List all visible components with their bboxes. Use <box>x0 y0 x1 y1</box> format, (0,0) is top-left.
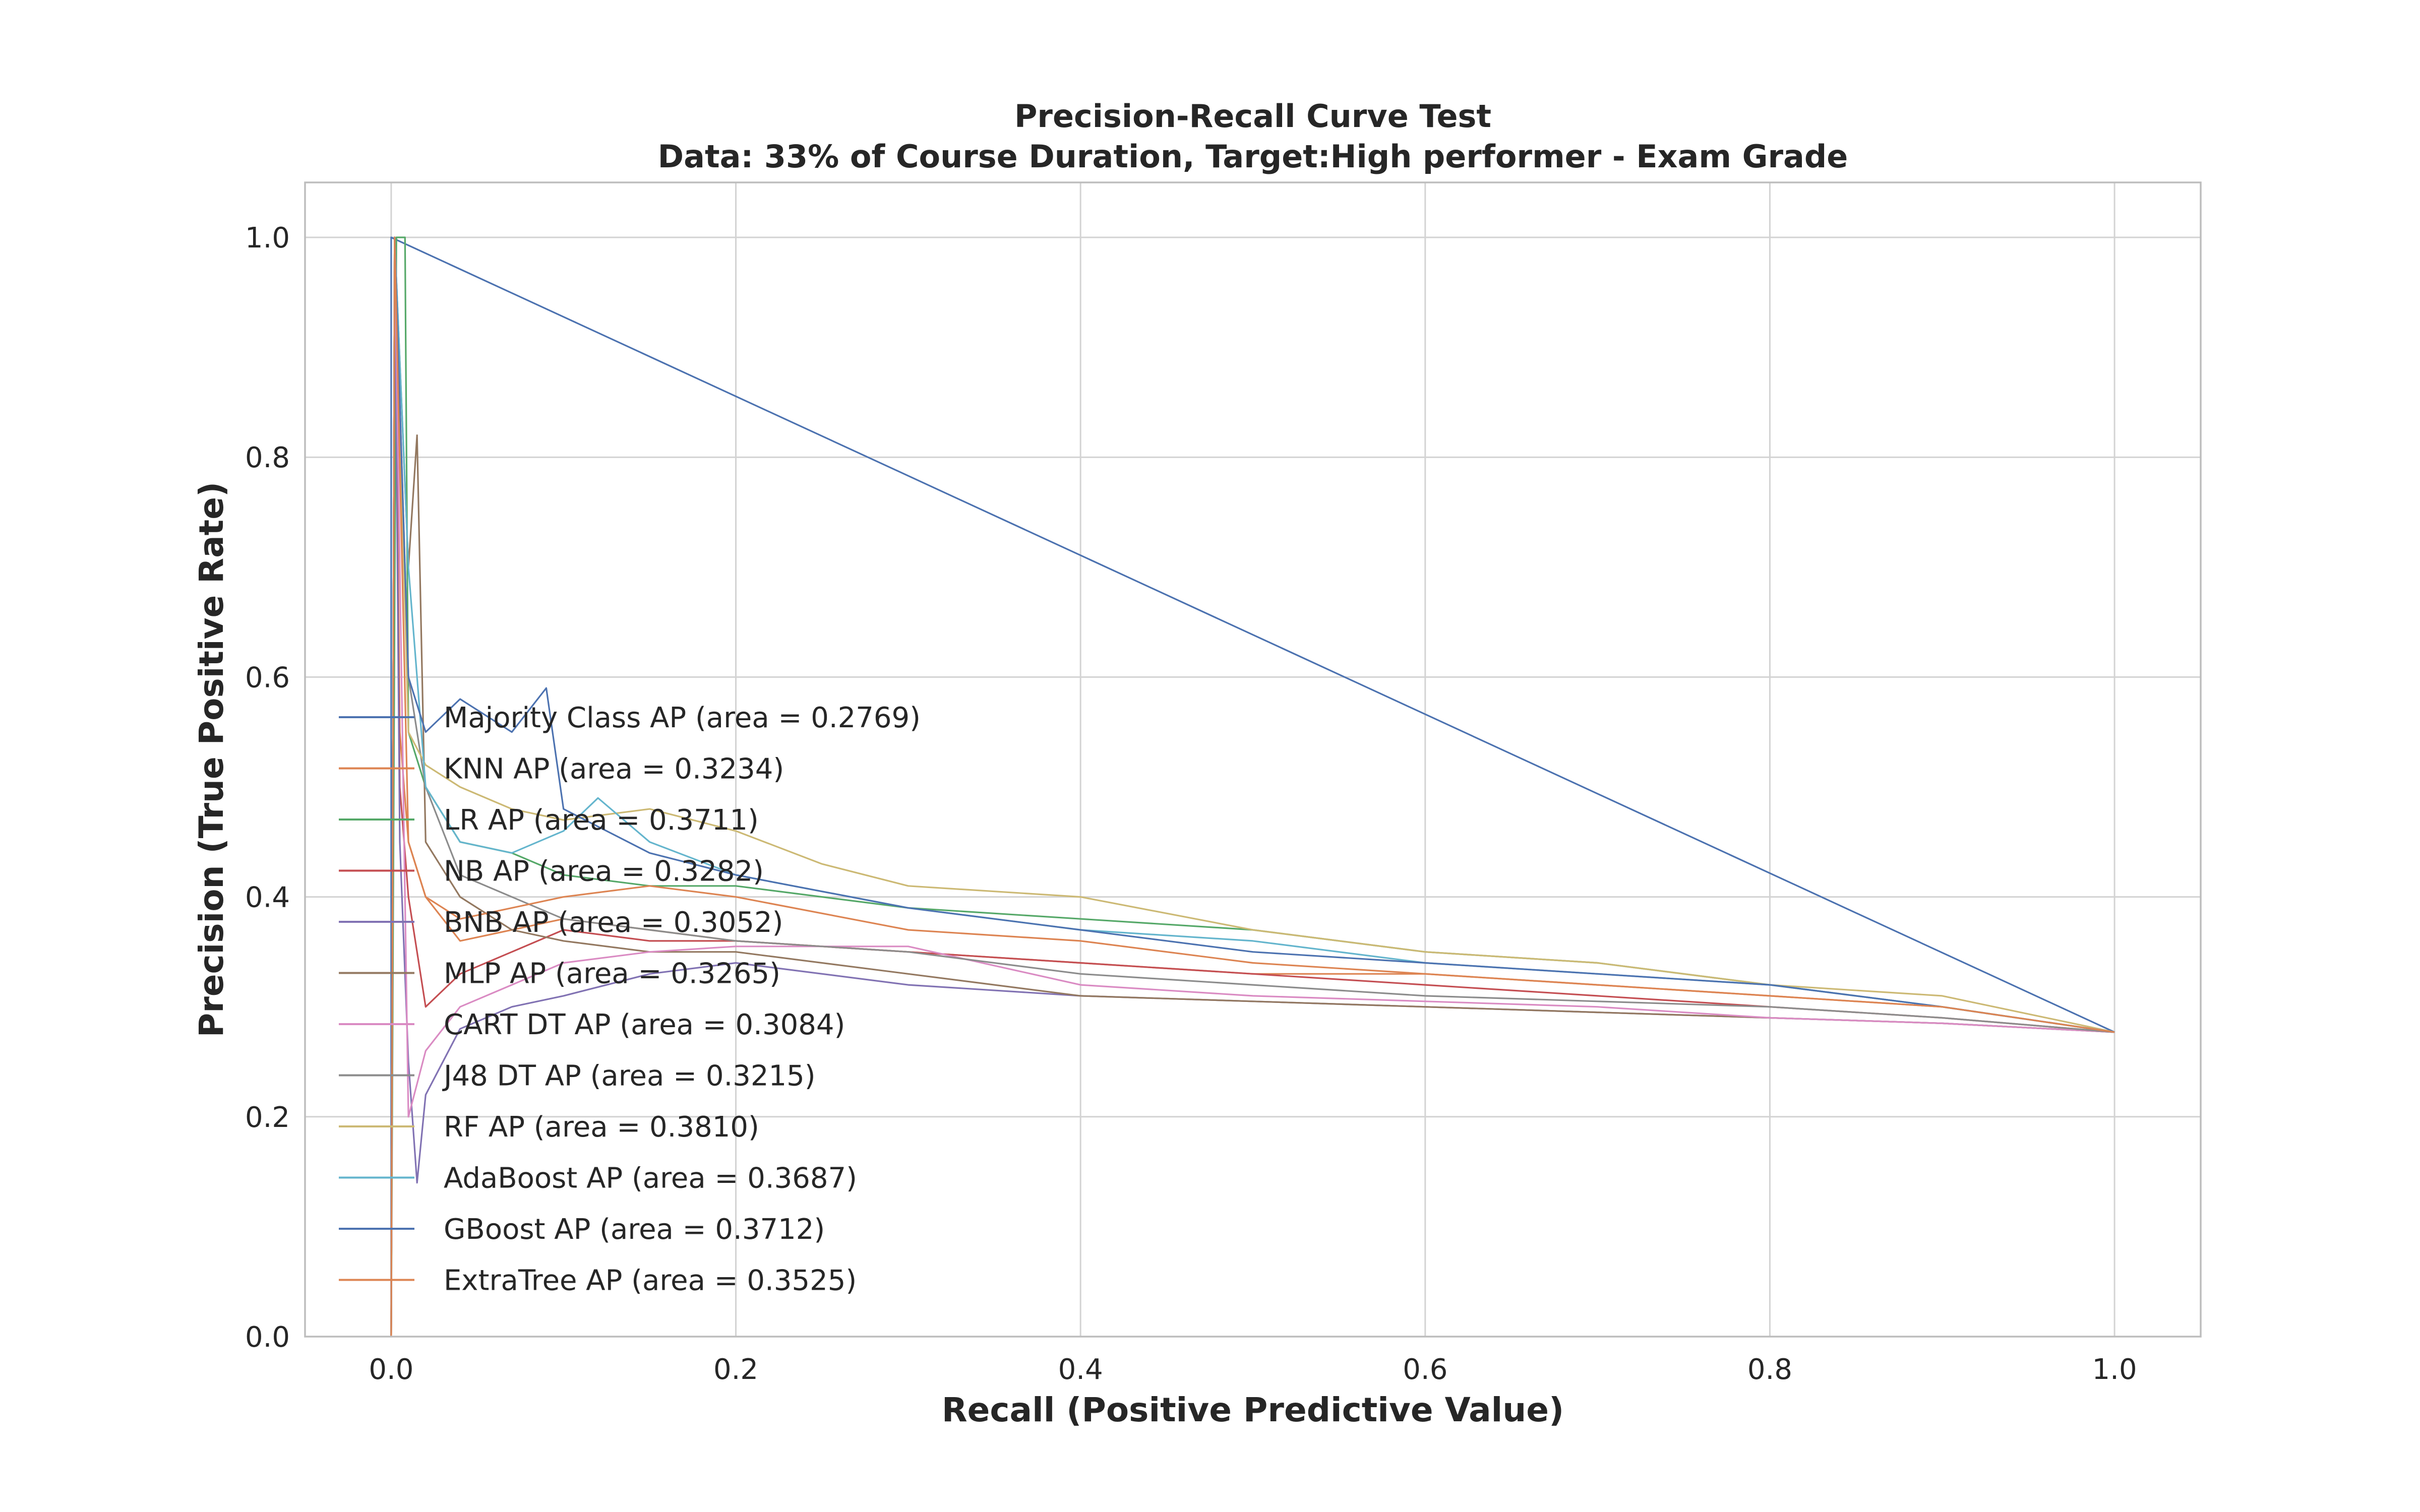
chart-title: Precision-Recall Curve Test <box>1014 98 1491 135</box>
series-line-3 <box>390 236 2115 1337</box>
legend-label-8: RF AP (area = 0.3810) <box>444 1111 759 1144</box>
legend-label-5: MLP AP (area = 0.3265) <box>444 958 780 990</box>
plot-frame <box>304 181 2202 1338</box>
legend-label-7: J48 DT AP (area = 0.3215) <box>442 1060 816 1093</box>
legend: Majority Class AP (area = 0.2769) KNN AP … <box>339 702 921 1297</box>
y-tick-label-5: 1.0 <box>245 222 290 255</box>
legend-label-2: LR AP (area = 0.3711) <box>444 804 759 837</box>
y-tick-label-0: 0.0 <box>245 1321 290 1354</box>
x-tick-label-1: 0.2 <box>713 1353 758 1386</box>
x-tick-label-5: 1.0 <box>2092 1353 2137 1386</box>
series-lines <box>390 236 2115 1337</box>
y-tick-label-4: 0.8 <box>245 442 290 474</box>
legend-label-11: ExtraTree AP (area = 0.3525) <box>444 1265 857 1297</box>
legend-label-9: AdaBoost AP (area = 0.3687) <box>444 1162 857 1195</box>
series-line-7 <box>390 236 2115 1337</box>
x-tick-label-4: 0.8 <box>1747 1353 1792 1386</box>
x-tick-label-2: 0.4 <box>1058 1353 1103 1386</box>
series-line-0 <box>390 236 2115 1337</box>
series-line-5 <box>390 236 2115 1337</box>
y-tick-label-2: 0.4 <box>245 881 290 914</box>
series-line-11 <box>390 236 2115 1337</box>
y-tick-label-1: 0.2 <box>245 1101 290 1134</box>
x-tick-label-3: 0.6 <box>1403 1353 1447 1386</box>
legend-label-4: BNB AP (area = 0.3052) <box>444 906 783 939</box>
legend-label-1: KNN AP (area = 0.3234) <box>444 753 784 786</box>
legend-label-10: GBoost AP (area = 0.3712) <box>444 1213 825 1246</box>
series-line-10 <box>390 236 2115 1337</box>
chart-subtitle: Data: 33% of Course Duration, Target:Hig… <box>658 138 1848 175</box>
y-tick-label-3: 0.6 <box>245 661 290 694</box>
x-axis-label: Recall (Positive Predictive Value) <box>942 1391 1564 1429</box>
legend-label-3: NB AP (area = 0.3282) <box>444 855 764 888</box>
legend-label-6: CART DT AP (area = 0.3084) <box>444 1009 845 1041</box>
y-axis-label: Precision (True Positive Rate) <box>192 482 231 1037</box>
tick-labels: 0.0 0.2 0.4 0.6 0.8 1.0 0.0 0.2 0.4 0.6 0.8 1.0 <box>245 222 2137 1386</box>
series-line-6 <box>390 236 2115 1337</box>
legend-label-0: Majority Class AP (area = 0.2769) <box>444 702 921 734</box>
x-tick-label-0: 0.0 <box>369 1353 413 1386</box>
